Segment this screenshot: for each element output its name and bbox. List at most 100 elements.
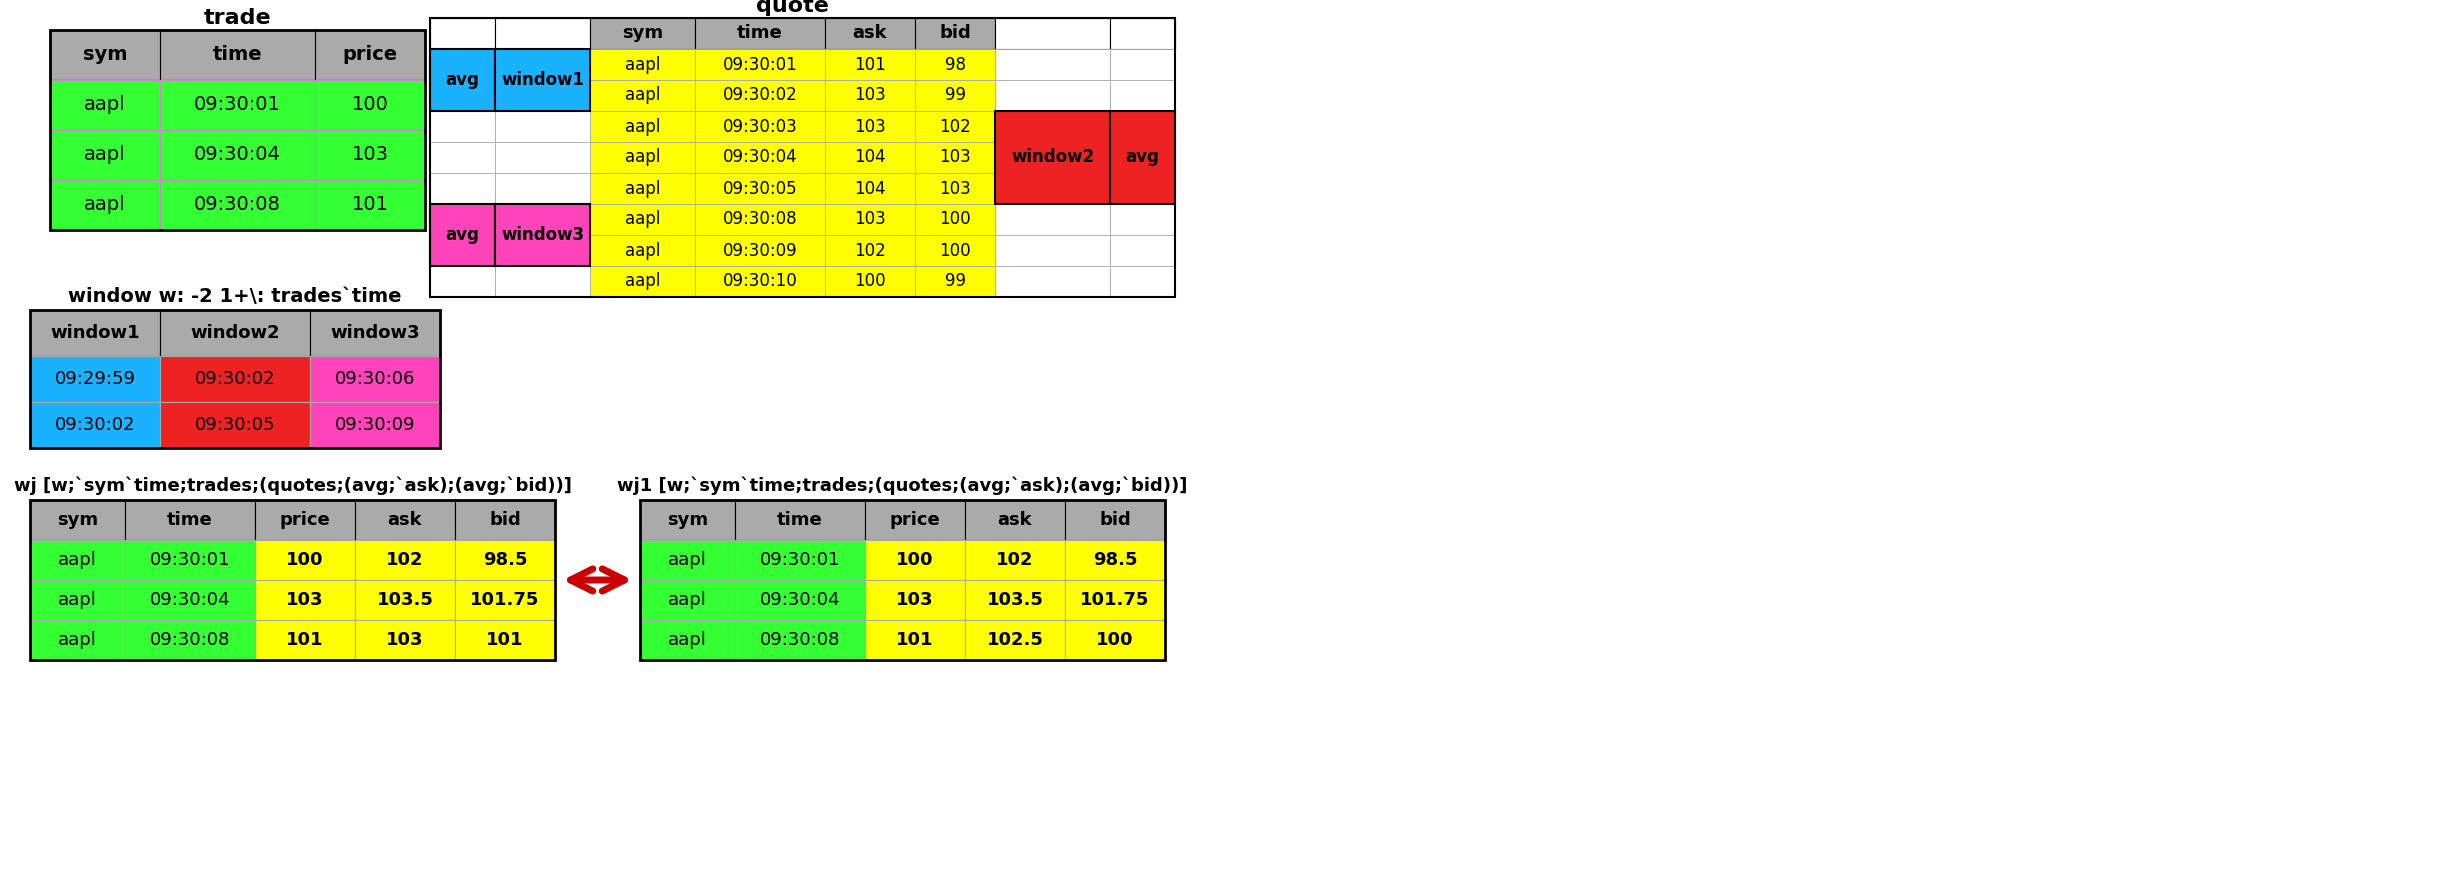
Bar <box>995 80 1110 111</box>
Text: aapl: aapl <box>668 551 707 569</box>
Bar <box>995 111 1110 204</box>
Text: aapl: aapl <box>624 149 661 167</box>
Text: quote: quote <box>756 0 830 16</box>
Bar <box>734 500 865 540</box>
Bar <box>454 540 555 580</box>
Bar <box>430 204 496 235</box>
Bar <box>430 142 496 173</box>
Bar <box>1066 580 1164 620</box>
Bar <box>965 580 1066 620</box>
Text: bid: bid <box>938 24 970 43</box>
Bar <box>29 500 555 660</box>
Bar <box>29 620 125 660</box>
Bar <box>255 620 356 660</box>
Bar <box>1066 620 1164 660</box>
Bar <box>314 130 425 180</box>
Text: aapl: aapl <box>624 179 661 198</box>
Bar <box>995 18 1110 49</box>
Text: aapl: aapl <box>84 95 125 114</box>
Bar <box>125 620 255 660</box>
Text: aapl: aapl <box>84 145 125 164</box>
Text: window3: window3 <box>501 226 585 244</box>
Text: 101: 101 <box>896 631 933 649</box>
Bar <box>430 235 496 266</box>
Bar <box>916 18 995 49</box>
Bar <box>995 235 1110 266</box>
Bar <box>309 310 440 356</box>
Text: sym: sym <box>668 511 707 529</box>
Text: 101: 101 <box>486 631 523 649</box>
Bar <box>734 580 865 620</box>
Bar <box>1110 80 1174 111</box>
Bar <box>160 310 309 356</box>
Text: ask: ask <box>997 511 1032 529</box>
Bar <box>255 540 356 580</box>
Text: aapl: aapl <box>59 631 96 649</box>
Text: 102.5: 102.5 <box>987 631 1044 649</box>
Text: 102: 102 <box>938 117 970 135</box>
Text: 09:30:04: 09:30:04 <box>722 149 798 167</box>
Text: 103: 103 <box>855 117 887 135</box>
Bar <box>916 142 995 173</box>
Bar <box>430 49 496 111</box>
Text: 09:30:06: 09:30:06 <box>334 370 415 388</box>
Text: 103: 103 <box>938 149 970 167</box>
Bar <box>160 180 314 230</box>
Text: 09:30:08: 09:30:08 <box>759 631 840 649</box>
Bar <box>125 500 255 540</box>
Bar <box>995 111 1110 142</box>
Bar <box>309 356 440 402</box>
Text: 102: 102 <box>855 241 887 260</box>
Bar <box>1110 18 1174 49</box>
Bar <box>496 49 589 80</box>
Text: wj [w;`sym`time;trades;(quotes;(avg;`ask);(avg;`bid))]: wj [w;`sym`time;trades;(quotes;(avg;`ask… <box>15 476 572 496</box>
Bar <box>589 111 695 142</box>
Bar <box>125 540 255 580</box>
Text: 100: 100 <box>896 551 933 569</box>
Bar <box>825 49 916 80</box>
Text: 09:30:02: 09:30:02 <box>54 416 135 434</box>
Text: 100: 100 <box>938 211 970 228</box>
Text: aapl: aapl <box>624 273 661 290</box>
Bar <box>430 49 496 80</box>
Bar <box>865 540 965 580</box>
Text: 101: 101 <box>287 631 324 649</box>
Text: 98: 98 <box>946 56 965 73</box>
Bar <box>1110 173 1174 204</box>
Bar <box>916 235 995 266</box>
Text: aapl: aapl <box>668 591 707 609</box>
Text: ask: ask <box>388 511 422 529</box>
Text: 09:30:01: 09:30:01 <box>722 56 798 73</box>
Bar <box>356 540 454 580</box>
Bar <box>1110 204 1174 235</box>
Text: 101: 101 <box>351 196 388 214</box>
Bar <box>825 142 916 173</box>
Text: ask: ask <box>852 24 887 43</box>
Bar <box>589 235 695 266</box>
Bar <box>589 173 695 204</box>
Bar <box>641 500 734 540</box>
Bar <box>1066 540 1164 580</box>
Text: aapl: aapl <box>59 551 96 569</box>
Text: 99: 99 <box>946 273 965 290</box>
Text: 09:30:09: 09:30:09 <box>722 241 798 260</box>
Text: 09:30:02: 09:30:02 <box>722 87 798 105</box>
Bar <box>160 130 314 180</box>
Text: window2: window2 <box>1012 149 1093 167</box>
Bar <box>1110 111 1174 204</box>
Bar <box>825 111 916 142</box>
Text: 103: 103 <box>896 591 933 609</box>
Text: 100: 100 <box>287 551 324 569</box>
Bar <box>695 49 825 80</box>
Text: 100: 100 <box>1095 631 1135 649</box>
Bar <box>309 402 440 448</box>
Bar <box>29 310 440 448</box>
Text: 09:30:01: 09:30:01 <box>194 95 280 114</box>
Text: 09:30:09: 09:30:09 <box>334 416 415 434</box>
Bar <box>825 173 916 204</box>
Text: avg: avg <box>1125 149 1159 167</box>
Text: 103: 103 <box>287 591 324 609</box>
Bar <box>496 142 589 173</box>
Bar <box>496 173 589 204</box>
Bar <box>496 80 589 111</box>
